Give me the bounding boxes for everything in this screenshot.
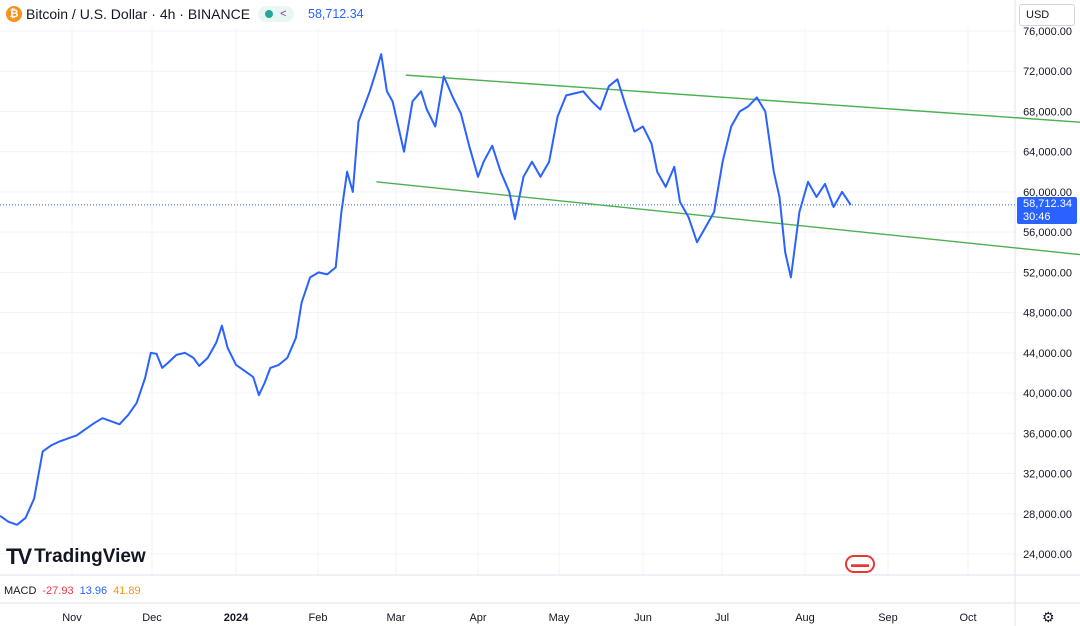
gear-icon[interactable]: ⚙ bbox=[1042, 609, 1055, 625]
time-axis-label: Dec bbox=[142, 612, 162, 624]
header-last-price: 58,712.34 bbox=[308, 7, 364, 21]
share-glyph-icon: < bbox=[280, 8, 287, 20]
last-price-tag-price: 58,712.34 bbox=[1023, 198, 1072, 210]
price-axis-label: 32,000.00 bbox=[1023, 469, 1072, 481]
price-axis-label: 36,000.00 bbox=[1023, 428, 1072, 440]
time-axis-label: 2024 bbox=[224, 612, 249, 624]
macd-signal-value: 13.96 bbox=[79, 585, 108, 597]
last-price-tag: 58,712.34 30:46 bbox=[1017, 197, 1077, 224]
time-axis-label: Feb bbox=[309, 612, 328, 624]
macd-hist-value: 41.89 bbox=[113, 585, 141, 597]
time-axis-label: Oct bbox=[959, 612, 976, 624]
price-axis-label: 60,000.00 bbox=[1023, 187, 1072, 199]
price-axis-label: 40,000.00 bbox=[1023, 388, 1072, 400]
tradingview-logo-icon: TV bbox=[6, 544, 32, 569]
price-axis-label: 48,000.00 bbox=[1023, 308, 1072, 320]
price-axis-label: 72,000.00 bbox=[1023, 66, 1072, 78]
time-axis-label: Aug bbox=[795, 612, 815, 624]
status-dot-icon bbox=[265, 10, 274, 18]
bitcoin-icon: ₿ bbox=[6, 6, 22, 22]
time-axis-label: Sep bbox=[878, 612, 898, 624]
time-axis-label: Mar bbox=[387, 612, 406, 624]
tradingview-logo[interactable]: TV TradingView bbox=[6, 544, 146, 570]
price-axis-label: 24,000.00 bbox=[1023, 549, 1072, 561]
time-axis-label: Jul bbox=[715, 612, 729, 624]
time-axis-label: Apr bbox=[469, 612, 486, 624]
symbol-title[interactable]: Bitcoin / U.S. Dollar · 4h · BINANCE bbox=[26, 6, 251, 22]
macd-label: MACD bbox=[4, 585, 37, 597]
currency-select[interactable]: USD bbox=[1019, 4, 1075, 26]
price-axis-label: 56,000.00 bbox=[1023, 227, 1072, 239]
channel-lower-line bbox=[376, 181, 1080, 256]
last-price-tag-countdown: 30:46 bbox=[1023, 211, 1051, 223]
time-axis-label: Jun bbox=[634, 612, 652, 624]
price-axis-label: 44,000.00 bbox=[1023, 348, 1072, 360]
time-axis-label: May bbox=[549, 612, 570, 624]
channel-upper-line bbox=[405, 74, 1080, 123]
price-axis-label: 64,000.00 bbox=[1023, 147, 1072, 159]
price-series-line bbox=[0, 53, 852, 526]
macd-legend[interactable]: MACD -27.93 13.96 41.89 bbox=[4, 585, 141, 597]
price-axis-label: 68,000.00 bbox=[1023, 106, 1072, 118]
time-axis-label: Nov bbox=[62, 612, 82, 624]
price-axis-label: 28,000.00 bbox=[1023, 509, 1072, 521]
price-axis-label: 76,000.00 bbox=[1023, 26, 1072, 38]
macd-value: -27.93 bbox=[42, 585, 74, 597]
tradingview-logo-text: TradingView bbox=[34, 546, 146, 567]
economic-event-flag-icon[interactable]: ▬▬ bbox=[845, 555, 875, 573]
share-icon[interactable]: < bbox=[258, 6, 294, 22]
price-axis-label: 52,000.00 bbox=[1023, 267, 1072, 279]
